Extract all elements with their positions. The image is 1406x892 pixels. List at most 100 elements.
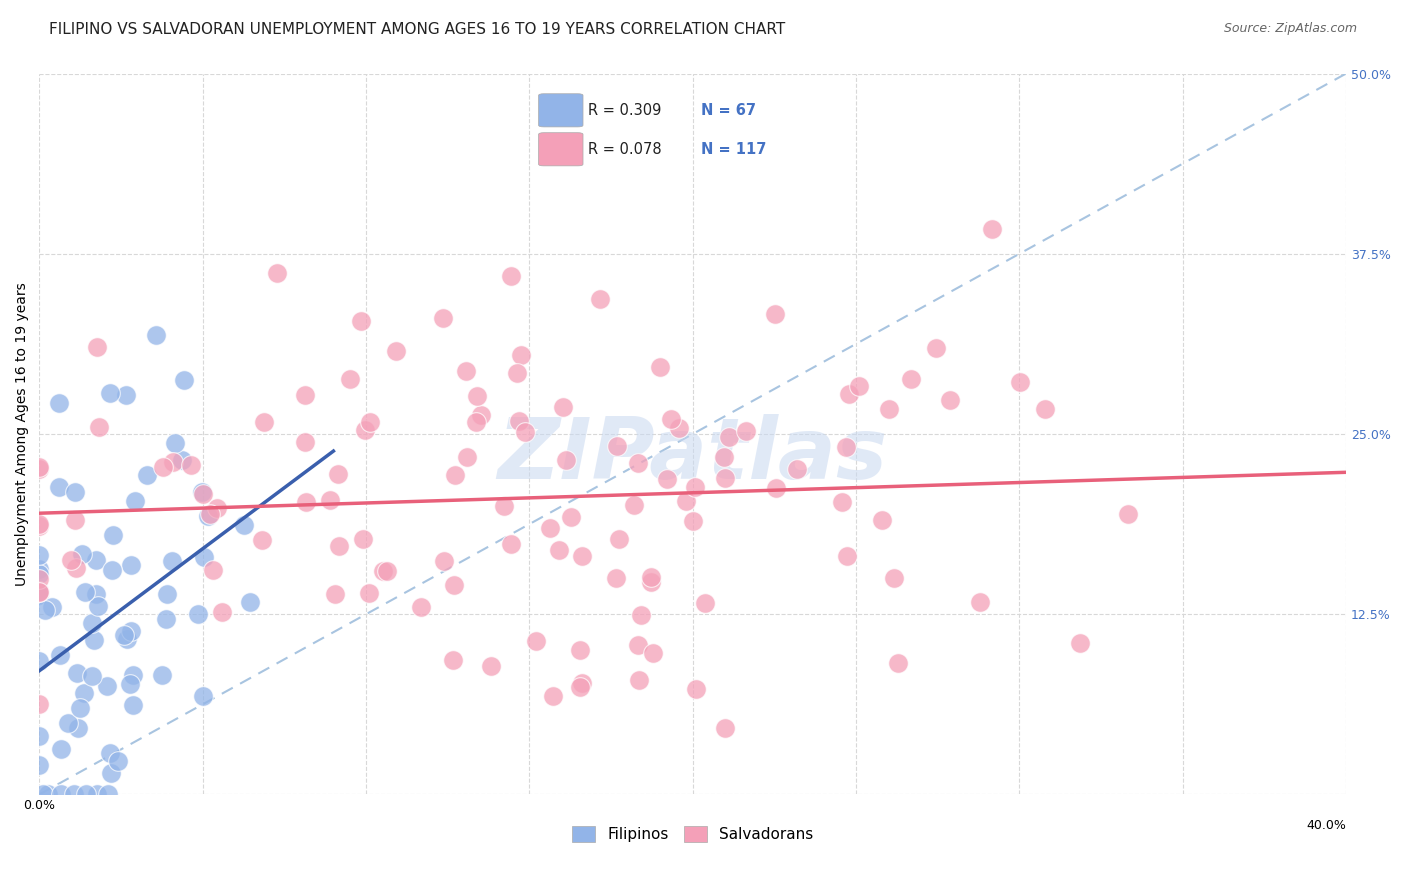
Point	[266, 266, 288, 280]
Point	[172, 452, 194, 467]
Point	[605, 571, 627, 585]
Point	[457, 450, 479, 464]
Point	[441, 653, 464, 667]
Point	[444, 467, 467, 482]
Point	[835, 549, 858, 563]
Point	[339, 372, 361, 386]
Point	[28, 567, 51, 582]
Point	[626, 638, 648, 652]
Point	[693, 596, 716, 610]
Point	[198, 507, 221, 521]
Point	[115, 632, 138, 647]
Point	[682, 514, 704, 528]
Point	[135, 468, 157, 483]
Point	[252, 415, 274, 429]
Point	[75, 585, 97, 599]
Point	[319, 493, 342, 508]
Point	[294, 387, 316, 401]
Point	[250, 533, 273, 547]
Point	[28, 584, 51, 599]
Point	[373, 564, 395, 578]
Point	[492, 500, 515, 514]
Point	[1069, 636, 1091, 650]
Point	[470, 408, 492, 422]
Point	[589, 292, 612, 306]
Point	[465, 389, 488, 403]
Point	[83, 633, 105, 648]
Point	[67, 721, 90, 735]
Point	[28, 698, 51, 712]
Point	[630, 607, 652, 622]
Point	[834, 441, 856, 455]
Point	[479, 659, 502, 673]
Point	[191, 484, 214, 499]
Point	[456, 364, 478, 378]
Point	[569, 643, 592, 657]
Point	[80, 669, 103, 683]
Point	[718, 430, 741, 444]
Point	[294, 435, 316, 450]
Point	[70, 547, 93, 561]
Point	[765, 481, 787, 495]
Point	[63, 788, 86, 802]
Point	[124, 493, 146, 508]
Point	[900, 371, 922, 385]
Point	[640, 570, 662, 584]
Point	[938, 392, 960, 407]
Point	[1033, 401, 1056, 416]
Point	[197, 508, 219, 523]
Point	[28, 459, 51, 474]
Point	[41, 600, 63, 615]
Text: ZIPatlas: ZIPatlas	[498, 414, 889, 497]
Point	[65, 560, 87, 574]
Point	[97, 788, 120, 802]
Point	[193, 549, 215, 564]
Point	[28, 583, 51, 598]
Point	[98, 747, 121, 761]
Point	[180, 458, 202, 472]
Point	[541, 690, 564, 704]
Point	[675, 493, 697, 508]
Point	[925, 342, 948, 356]
Point	[28, 461, 51, 475]
Point	[350, 314, 373, 328]
Point	[156, 587, 179, 601]
Point	[359, 415, 381, 429]
Point	[48, 480, 70, 494]
Point	[655, 472, 678, 486]
Point	[155, 612, 177, 626]
Point	[872, 513, 894, 527]
Point	[98, 386, 121, 401]
Point	[75, 788, 97, 802]
Point	[150, 668, 173, 682]
Point	[56, 715, 79, 730]
Point	[683, 480, 706, 494]
Point	[513, 425, 536, 439]
Point	[84, 587, 107, 601]
Point	[640, 575, 662, 590]
Point	[607, 533, 630, 547]
Point	[120, 558, 142, 572]
Point	[239, 595, 262, 609]
Point	[357, 585, 380, 599]
Point	[28, 518, 51, 533]
Point	[763, 307, 786, 321]
Point	[606, 439, 628, 453]
Text: 40.0%: 40.0%	[1306, 820, 1346, 832]
Point	[65, 484, 87, 499]
Point	[294, 495, 316, 509]
Point	[86, 788, 108, 802]
Point	[499, 268, 522, 283]
Point	[443, 577, 465, 591]
Point	[568, 681, 591, 695]
Point	[509, 348, 531, 362]
Point	[714, 471, 737, 485]
Point	[37, 788, 59, 802]
Point	[207, 500, 229, 515]
FancyBboxPatch shape	[538, 133, 583, 166]
Point	[28, 548, 51, 562]
Text: N = 67: N = 67	[700, 103, 755, 118]
Point	[384, 343, 406, 358]
Point	[685, 682, 707, 697]
Point	[114, 628, 136, 642]
